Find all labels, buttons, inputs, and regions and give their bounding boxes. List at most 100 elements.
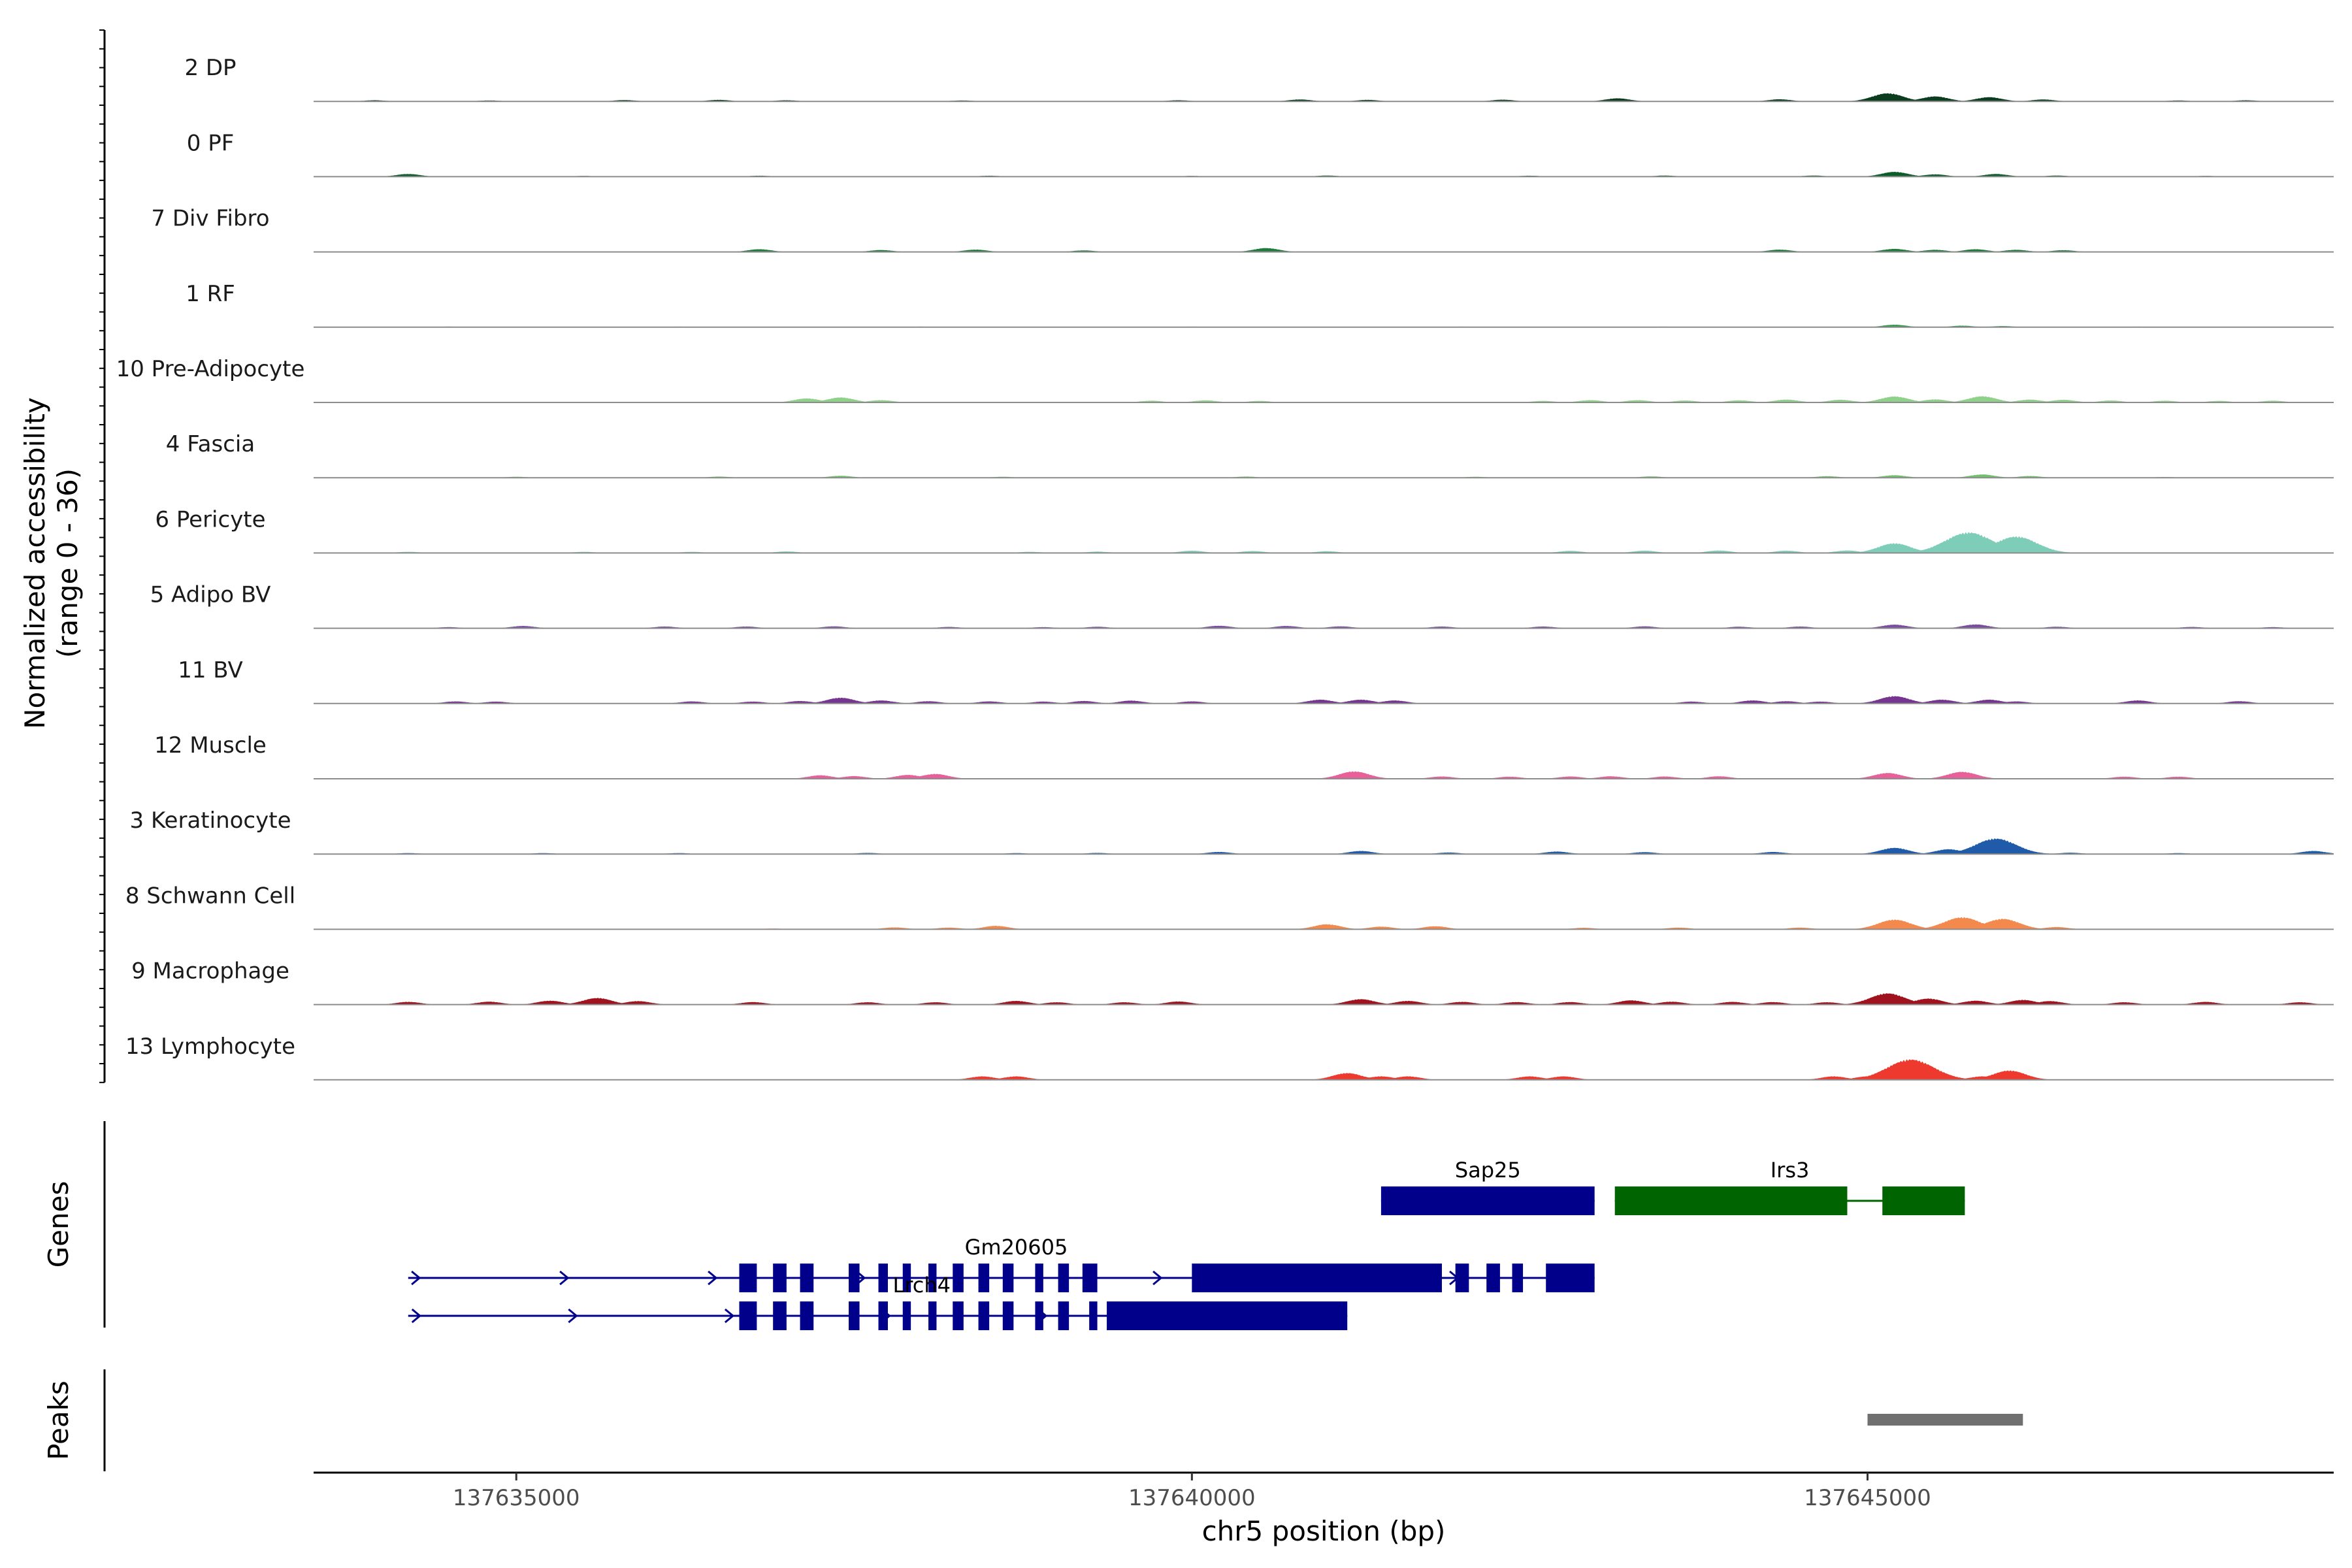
gene-gm20605: Gm20605 (408, 1235, 1595, 1292)
y-axis-title: Normalized accessibility (19, 397, 51, 729)
strand-arrow (568, 1308, 578, 1324)
gene-exon (1107, 1301, 1348, 1330)
track-label: 4 Fascia (166, 431, 255, 457)
gene-exon (978, 1301, 990, 1330)
gene-exon (739, 1264, 757, 1292)
strand-arrow (411, 1270, 421, 1286)
strand-arrow (1152, 1270, 1163, 1286)
track-label: 7 Div Fibro (151, 206, 269, 232)
track-label: 0 PF (187, 130, 235, 156)
track-8: 5 Adipo BV (150, 582, 2334, 629)
gene-label: Sap25 (1455, 1158, 1521, 1183)
gene-exon (1614, 1186, 1848, 1215)
gene-exon (1192, 1264, 1442, 1292)
track-11: 3 Keratinocyte (130, 808, 2334, 855)
gene-exon (928, 1264, 937, 1292)
coverage-area (314, 771, 2334, 779)
peak-track (1867, 1414, 2023, 1426)
track-label: 6 Pericyte (155, 506, 265, 532)
gene-exon (1380, 1186, 1595, 1215)
coverage-area (314, 696, 2334, 704)
gene-irs3: Irs3 (1614, 1158, 1965, 1215)
track-1: 2 DP (184, 55, 2334, 103)
strand-arrow (724, 1308, 735, 1324)
strand-arrow (559, 1270, 570, 1286)
gene-exon (773, 1301, 787, 1330)
track-10: 12 Muscle (154, 732, 2334, 779)
gene-exon (928, 1301, 937, 1330)
track-12: 8 Schwann Cell (125, 883, 2334, 930)
gene-exon (1882, 1186, 1965, 1215)
gene-exon (878, 1301, 888, 1330)
strand-arrow (708, 1270, 718, 1286)
gene-exon (978, 1264, 990, 1292)
track-label: 9 Macrophage (131, 958, 289, 985)
track-label: 10 Pre-Adipocyte (116, 356, 305, 382)
gene-exon (1089, 1301, 1098, 1330)
coverage-tracks: 2 DP 0 PF 7 Div Fibro 1 RF 10 Pre-Adipocyte 4… (116, 55, 2334, 1081)
accessibility-axis (99, 29, 106, 1083)
track-3: 7 Div Fibro (151, 206, 2334, 253)
track-label: 13 Lymphocyte (125, 1034, 295, 1060)
gene-exon (739, 1301, 757, 1330)
gene-exon (800, 1301, 814, 1330)
gene-exon (1546, 1264, 1595, 1292)
gene-exon (849, 1264, 860, 1292)
x-tick-label: 137645000 (1804, 1485, 1931, 1511)
track-label: 12 Muscle (154, 732, 267, 759)
gene-exon (1082, 1264, 1098, 1292)
gene-exon (902, 1264, 911, 1292)
track-label: 11 BV (178, 657, 243, 683)
x-tick-label: 137635000 (453, 1485, 580, 1511)
genes-axis-label: Genes (42, 1181, 74, 1268)
gene-track: Sap25 Irs3 Gm20605 Lrch4 (408, 1158, 1965, 1330)
gene-exon (878, 1264, 888, 1292)
track-13: 9 Macrophage (131, 958, 2334, 1005)
coverage-area (314, 474, 2334, 478)
gene-exon (1058, 1264, 1070, 1292)
x-tick-label: 137640000 (1128, 1485, 1256, 1511)
coverage-area (314, 396, 2334, 402)
coverage-area (314, 917, 2334, 930)
gene-sap25: Sap25 (1380, 1158, 1595, 1215)
gene-exon (1002, 1301, 1014, 1330)
gene-exon (1002, 1264, 1014, 1292)
gene-label: Lrch4 (892, 1273, 951, 1298)
coverage-area (314, 93, 2334, 102)
gene-exon (1058, 1301, 1070, 1330)
x-axis: 137635000 137640000 137645000 (453, 1473, 1931, 1511)
track-label: 3 Keratinocyte (130, 808, 291, 834)
track-label: 8 Schwann Cell (125, 883, 295, 909)
coverage-area (314, 532, 2334, 553)
track-2: 0 PF (187, 130, 2334, 178)
coverage-area (314, 838, 2334, 855)
gene-exon (1486, 1264, 1500, 1292)
track-7: 6 Pericyte (155, 506, 2334, 554)
gene-lrch4: Lrch4 (408, 1273, 1348, 1330)
gene-exon (1035, 1301, 1043, 1330)
gene-label: Irs3 (1771, 1158, 1810, 1183)
coverage-area (314, 171, 2334, 177)
strand-arrow (411, 1308, 422, 1324)
gene-exon (849, 1301, 860, 1330)
track-label: 1 RF (186, 281, 235, 307)
track-5: 10 Pre-Adipocyte (116, 356, 2334, 403)
peak-region (1867, 1414, 2023, 1426)
gene-exon (902, 1301, 911, 1330)
gene-exon (1035, 1264, 1043, 1292)
track-14: 13 Lymphocyte (125, 1034, 2334, 1081)
coverage-area (314, 993, 2334, 1005)
y-axis-range: (range 0 - 36) (52, 468, 84, 658)
track-4: 1 RF (186, 281, 2334, 328)
track-label: 5 Adipo BV (150, 582, 271, 608)
gene-exon (1512, 1264, 1524, 1292)
gene-label: Gm20605 (965, 1235, 1068, 1260)
gene-exon (953, 1264, 964, 1292)
peaks-axis-label: Peaks (42, 1380, 74, 1460)
track-6: 4 Fascia (166, 431, 2334, 479)
x-axis-title: chr5 position (bp) (1202, 1515, 1446, 1547)
track-9: 11 BV (178, 657, 2334, 704)
coverage-area (314, 1059, 2334, 1080)
gene-exon (800, 1264, 814, 1292)
